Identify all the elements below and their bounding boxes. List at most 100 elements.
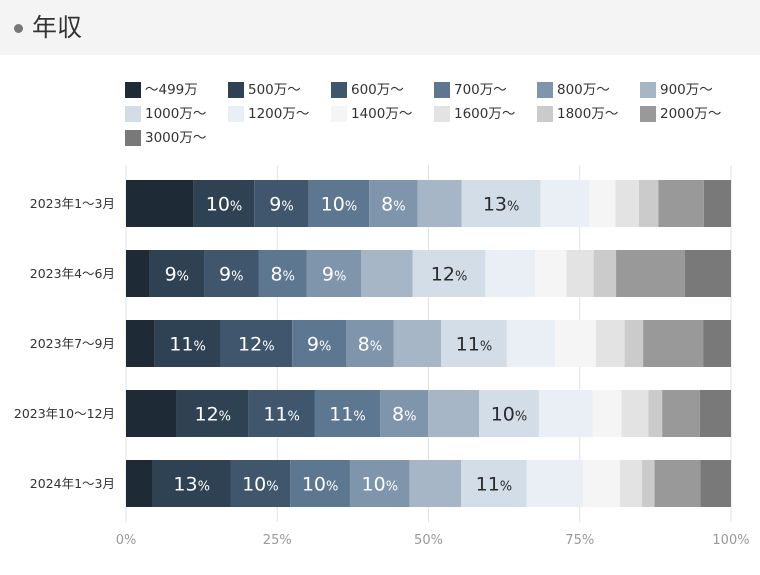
bar-segment	[703, 180, 731, 227]
bar-segment	[685, 250, 731, 297]
bar-segment	[393, 320, 442, 367]
data-label: 8%	[358, 334, 382, 356]
data-label: 10%	[362, 474, 399, 496]
bar-segment	[662, 390, 700, 437]
legend-label: 800万～	[557, 82, 610, 98]
data-label: 10%	[321, 194, 358, 216]
section-title: 年収	[32, 13, 83, 42]
bar-segment	[428, 390, 480, 437]
bar-segment	[526, 460, 583, 507]
bar-segment	[703, 320, 731, 367]
bar-segment	[506, 320, 556, 367]
bar-segment	[349, 460, 410, 507]
legend-label: 2000万～	[660, 106, 722, 122]
bar-segment	[621, 390, 649, 437]
data-label: 13%	[173, 474, 210, 496]
legend-swatch	[434, 106, 450, 122]
bar-segment	[643, 320, 704, 367]
data-label: 12%	[431, 264, 468, 286]
bar-segment	[152, 460, 231, 507]
legend-swatch	[331, 106, 347, 122]
data-label: 9%	[219, 264, 243, 286]
bar-segment	[461, 180, 541, 227]
bar-segment	[126, 390, 177, 437]
bar-segment	[248, 390, 315, 437]
bar-segment	[479, 390, 539, 437]
bar-segment	[658, 180, 704, 227]
section-header: 年収	[0, 0, 760, 55]
data-label: 9%	[322, 264, 346, 286]
bar-segment	[220, 320, 293, 367]
bar-segment	[258, 250, 307, 297]
legend-label: 600万～	[351, 82, 404, 98]
x-tick-label: 75%	[565, 533, 594, 548]
x-tick-label: 100%	[712, 533, 749, 548]
legend-label: 1600万～	[454, 106, 516, 122]
bar-segment	[592, 390, 622, 437]
bar-segment	[589, 180, 616, 227]
data-label: 8%	[381, 194, 405, 216]
bar-segment	[346, 320, 394, 367]
x-tick-label: 50%	[414, 533, 443, 548]
data-label: 11%	[263, 404, 300, 426]
data-label: 10%	[242, 474, 279, 496]
bar-segment	[616, 250, 686, 297]
y-category-label: 2023年4～6月	[30, 266, 115, 281]
bar-segment	[700, 460, 731, 507]
bar-segment	[595, 320, 625, 367]
y-category-label: 2023年1～3月	[30, 196, 115, 211]
bar-segment	[417, 180, 462, 227]
data-label: 10%	[491, 404, 528, 426]
legend-label: 700万～	[454, 82, 507, 98]
bar-segment	[308, 180, 370, 227]
bar-segment	[204, 250, 259, 297]
y-category-label: 2023年10～12月	[14, 406, 115, 421]
bar-segment	[154, 320, 221, 367]
legend-swatch	[228, 106, 244, 122]
bar-segment	[615, 180, 640, 227]
data-label: 10%	[206, 194, 243, 216]
legend-label: ～499万	[145, 82, 198, 98]
data-label: 9%	[269, 194, 293, 216]
bar-segment	[126, 320, 155, 367]
data-label: 9%	[307, 334, 331, 356]
bar-segment	[654, 460, 701, 507]
bar-segment	[619, 460, 643, 507]
bar-segment	[230, 460, 291, 507]
bar-segment	[699, 390, 731, 437]
data-label: 11%	[456, 334, 493, 356]
bar-segment	[176, 390, 249, 437]
bar-segment	[126, 250, 150, 297]
bar-segment	[538, 390, 593, 437]
legend-label: 1400万～	[351, 106, 413, 122]
bar-segment	[555, 320, 596, 367]
bar-segment	[582, 460, 620, 507]
legend-label: 1200万～	[248, 106, 310, 122]
bar-segment	[642, 460, 655, 507]
bar-segment	[412, 250, 486, 297]
bar-segment	[254, 180, 309, 227]
legend-swatch	[228, 82, 244, 98]
data-label: 12%	[194, 404, 231, 426]
bar-segment	[369, 180, 418, 227]
bar-segment	[314, 390, 381, 437]
bar-segment	[624, 320, 644, 367]
data-label: 11%	[329, 404, 366, 426]
legend-swatch	[537, 106, 553, 122]
bar-segment	[639, 180, 659, 227]
x-tick-label: 25%	[263, 533, 292, 548]
data-label: 9%	[165, 264, 189, 286]
bar-segment	[593, 250, 617, 297]
bar-segment	[461, 460, 527, 507]
bar-segment	[193, 180, 255, 227]
legend-label: 3000万～	[145, 130, 207, 146]
bar-segment	[149, 250, 205, 297]
data-label: 12%	[238, 334, 275, 356]
bullet-icon	[14, 24, 23, 33]
y-category-label: 2024年1～3月	[30, 476, 115, 491]
legend-swatch	[434, 82, 450, 98]
legend-swatch	[640, 82, 656, 98]
legend-swatch	[125, 82, 141, 98]
bar-segment	[441, 320, 507, 367]
